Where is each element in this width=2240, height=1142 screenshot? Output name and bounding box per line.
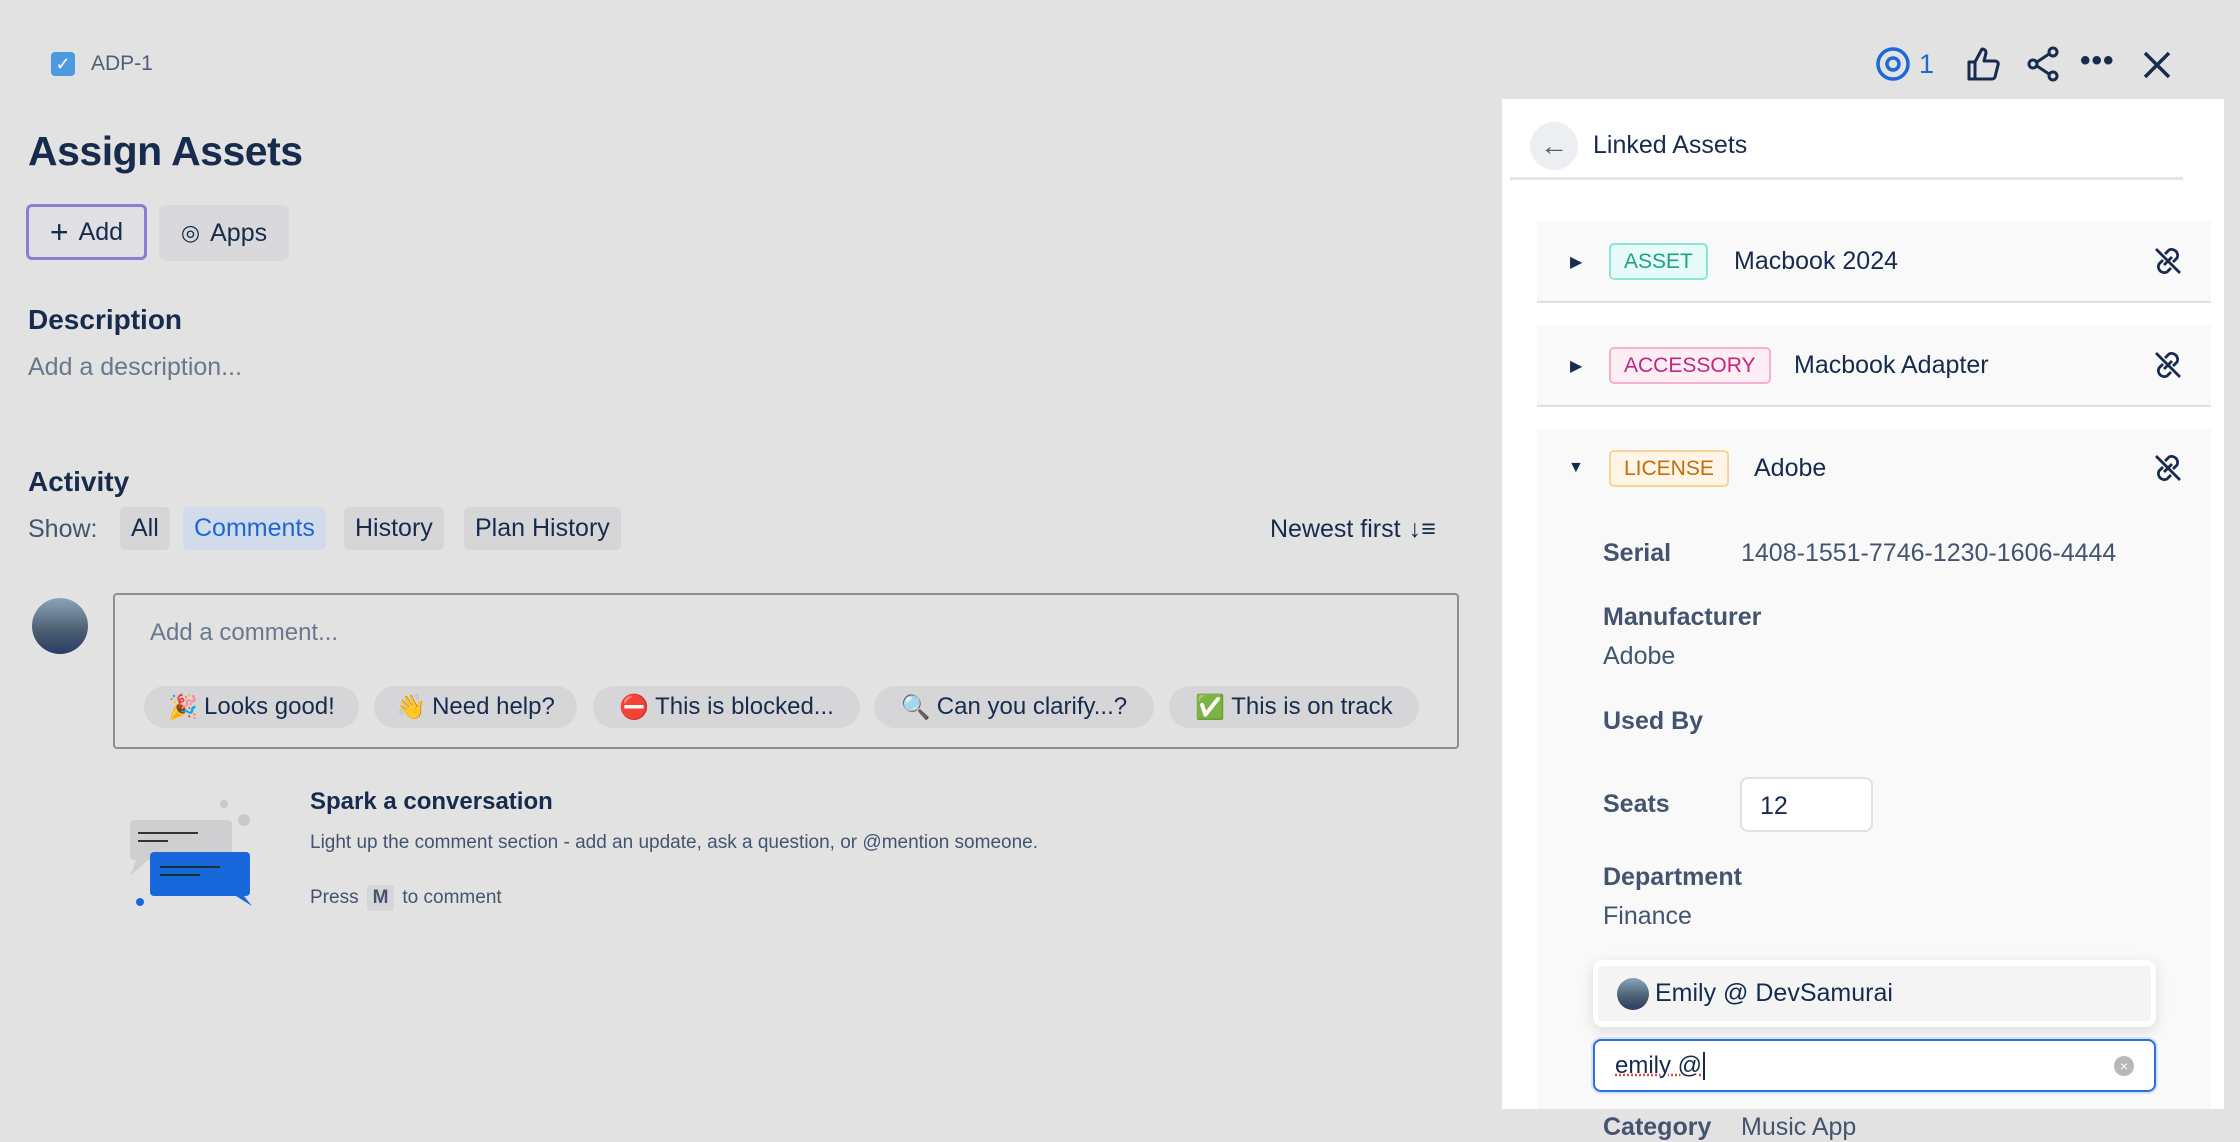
chip-label: This is on track (1231, 693, 1393, 720)
press-text: Press (310, 887, 359, 908)
no-entry-icon: ⛔ (619, 693, 650, 721)
asset-type-tag: ASSET (1609, 243, 1708, 280)
unlink-icon[interactable] (2152, 245, 2184, 277)
quick-reply-clarify[interactable]: 🔍 Can you clarify...? (874, 686, 1154, 728)
manufacturer-value[interactable]: Adobe (1603, 642, 1676, 670)
shortcut-key: M (366, 885, 395, 911)
filter-comments[interactable]: Comments (183, 507, 326, 550)
empty-state-text: Light up the comment section - add an up… (310, 832, 1039, 853)
unlink-icon[interactable] (2152, 452, 2184, 484)
seats-label: Seats (1603, 790, 1670, 818)
panel-divider (1510, 177, 2183, 180)
quick-reply-on-track[interactable]: ✅ This is on track (1169, 686, 1419, 728)
used-by-label: Used By (1603, 707, 1704, 735)
asset-name[interactable]: Macbook 2024 (1734, 247, 1899, 275)
department-value[interactable]: Finance (1603, 902, 1692, 930)
serial-value[interactable]: 1408-1551-7746-1230-1606-4444 (1741, 539, 2117, 567)
sort-button[interactable]: Newest first ↓≡ (1270, 515, 1436, 544)
add-label: Add (78, 217, 124, 246)
chip-label: This is blocked... (655, 693, 834, 720)
eye-icon (1876, 47, 1910, 81)
serial-label: Serial (1603, 539, 1672, 567)
user-suggestions-dropdown: Emily @ DevSamurai (1593, 960, 2156, 1027)
watch-button[interactable]: 1 (1875, 46, 1934, 82)
activity-heading: Activity (28, 466, 130, 497)
category-value: Music App (1741, 1113, 1857, 1141)
party-icon: 🎉 (168, 693, 199, 721)
sort-label: Newest first (1270, 515, 1401, 543)
chip-label: Looks good! (204, 693, 335, 720)
apps-label: Apps (210, 218, 268, 247)
check-icon: ✅ (1195, 693, 1226, 721)
page-title[interactable]: Assign Assets (28, 128, 303, 174)
apps-icon: ◎ (180, 220, 201, 245)
quick-reply-need-help[interactable]: 👋 Need help? (374, 686, 577, 728)
quick-reply-blocked[interactable]: ⛔ This is blocked... (593, 686, 860, 728)
seats-input[interactable]: 12 (1740, 777, 1873, 832)
panel-overflow: Category Music App (1537, 1109, 2211, 1142)
asset-type-tag: ACCESSORY (1609, 347, 1771, 384)
back-arrow-icon[interactable]: ← (1530, 122, 1578, 170)
filter-all[interactable]: All (120, 507, 170, 550)
description-field[interactable]: Add a description... (28, 353, 243, 381)
suggestion-option[interactable]: Emily @ DevSamurai (1598, 966, 2151, 1021)
chip-label: Can you clarify...? (936, 693, 1128, 720)
apps-button[interactable]: ◎ Apps (159, 205, 289, 261)
description-heading: Description (28, 304, 183, 335)
share-icon[interactable] (2026, 46, 2060, 82)
show-label: Show: (28, 515, 98, 543)
comment-box[interactable] (113, 593, 1459, 749)
empty-state-title: Spark a conversation (310, 788, 553, 815)
watch-count: 1 (1919, 48, 1935, 79)
quick-reply-looks-good[interactable]: 🎉 Looks good! (144, 686, 359, 728)
magnifier-icon: 🔍 (900, 693, 931, 721)
user-avatar (1617, 977, 1649, 1010)
asset-type-tag: LICENSE (1609, 450, 1729, 487)
used-by-search-input[interactable]: emily @ × (1593, 1039, 2156, 1092)
conversation-illustration-icon (130, 800, 252, 906)
plus-icon: + (49, 213, 69, 250)
sort-icon: ↓≡ (1408, 515, 1436, 543)
unlink-icon[interactable] (2152, 349, 2184, 381)
expand-caret-icon[interactable]: ▶ (1570, 254, 1583, 271)
category-label: Category (1603, 1113, 1712, 1141)
issue-key[interactable]: ADP-1 (91, 52, 153, 75)
panel-title: Linked Assets (1593, 131, 1748, 159)
comment-input[interactable]: Add a comment... (150, 619, 339, 646)
filter-plan-history[interactable]: Plan History (464, 507, 621, 550)
department-label: Department (1603, 863, 1742, 891)
issue-type-checkbox-icon: ✓ (51, 52, 75, 76)
expand-caret-icon[interactable]: ▶ (1570, 358, 1583, 375)
close-icon[interactable] (2142, 50, 2172, 80)
more-actions-icon[interactable]: ••• (2080, 44, 2115, 77)
search-value: emily @ (1615, 1051, 1706, 1080)
manufacturer-label: Manufacturer (1603, 603, 1762, 631)
suggestion-label: Emily @ DevSamurai (1655, 979, 1893, 1007)
asset-name[interactable]: Macbook Adapter (1794, 351, 1989, 379)
wave-icon: 👋 (396, 693, 427, 721)
chip-label: Need help? (432, 693, 555, 720)
user-avatar (32, 598, 88, 654)
add-button[interactable]: + Add (26, 204, 147, 260)
collapse-caret-icon[interactable]: ▼ (1568, 459, 1584, 476)
suffix-text: to comment (402, 887, 502, 908)
clear-icon[interactable]: × (2114, 1055, 2134, 1076)
asset-name[interactable]: Adobe (1754, 454, 1827, 482)
thumbs-up-icon[interactable] (1966, 46, 2000, 82)
filter-history[interactable]: History (344, 507, 444, 550)
